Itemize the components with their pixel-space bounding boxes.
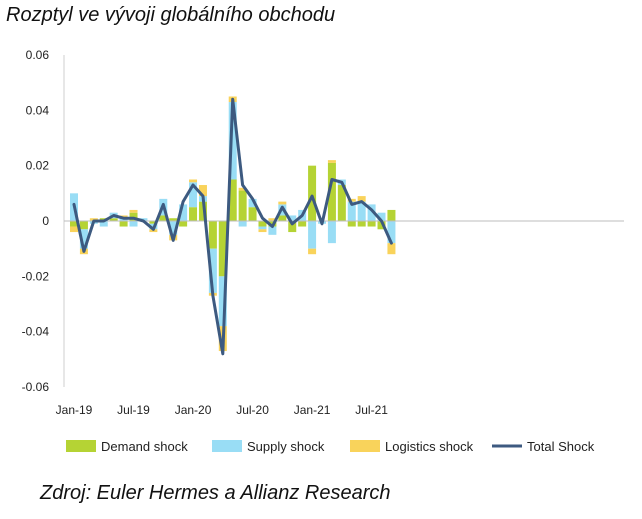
x-tick-label: Jan-19 [56,403,93,417]
bar-logistics-shock [278,201,287,205]
bar-demand-shock [288,221,297,233]
y-tick-label: 0 [42,214,49,228]
bar-supply-shock [377,212,386,221]
x-tick-label: Jan-21 [294,403,331,417]
bar-demand-shock [327,162,336,221]
bar-supply-shock [248,198,257,208]
x-tick-label: Jul-20 [236,403,269,417]
bar-demand-shock [218,221,227,277]
y-tick-label: 0.06 [26,48,50,62]
bar-demand-shock [387,209,396,221]
x-tick-label: Jul-19 [117,403,150,417]
y-tick-label: -0.04 [22,325,50,339]
bar-logistics-shock [387,243,396,255]
bar-demand-shock [149,221,158,224]
bar-supply-shock [228,102,237,180]
bar-logistics-shock [198,185,207,197]
bar-demand-shock [159,215,168,221]
bar-demand-shock [119,221,128,227]
y-tick-label: -0.02 [22,269,50,283]
bar-demand-shock [109,218,118,221]
bar-logistics-shock [129,209,138,213]
y-tick-label: -0.06 [22,380,50,394]
bar-demand-shock [377,221,386,230]
bar-logistics-shock [308,248,317,255]
bar-demand-shock [70,221,78,227]
chart-title: Rozptyl ve vývoji globálního obchodu [6,4,336,26]
bar-supply-shock [79,229,88,249]
bar-demand-shock [367,221,376,227]
bar-supply-shock [218,276,227,327]
bar-demand-shock [298,221,307,227]
bar-supply-shock [347,201,356,221]
total-shock-line [72,97,393,356]
legend: Demand shock Supply shock Logistics shock T… [66,439,595,454]
legend-label: Supply shock [247,439,325,454]
bar-supply-shock [327,221,336,244]
bar-supply-shock [179,204,188,221]
total-shock-path [72,97,393,356]
bar-logistics-shock [347,198,356,202]
bar-logistics-shock [327,160,336,163]
bar-demand-shock [337,185,346,221]
bar-logistics-shock [258,229,267,233]
x-tick-label: Jan-20 [175,403,212,417]
bar-demand-shock [179,221,188,227]
bar-demand-shock [79,221,88,230]
legend-swatch [212,440,242,452]
bar-supply-shock [208,248,217,293]
bar-supply-shock [129,221,138,227]
legend-label: Demand shock [101,439,188,454]
bar-demand-shock [278,215,287,221]
bar-demand-shock [248,207,257,221]
y-axis: 0.06 0.04 0.02 0 -0.02 -0.04 -0.06 [22,48,65,394]
legend-swatch [66,440,96,452]
bar-supply-shock [99,221,108,227]
bar-supply-shock [387,221,396,244]
bar-demand-shock [228,179,237,221]
bar-demand-shock [357,221,366,227]
bar-supply-shock [268,226,277,235]
bar-demand-shock [169,218,178,221]
bar-supply-shock [189,182,198,208]
bar-logistics-shock [189,179,198,183]
bar-demand-shock [308,165,317,221]
bar-logistics-shock [70,226,78,233]
bar-logistics-shock [268,218,277,221]
bar-supply-shock [357,201,366,221]
bar-supply-shock [288,215,297,221]
bar-logistics-shock [357,196,366,202]
bar-supply-shock [258,226,267,230]
bar-supply-shock [308,221,317,249]
x-tick-label: Jul-21 [355,403,388,417]
bar-supply-shock [367,204,376,221]
bar-supply-shock [169,221,178,235]
legend-label: Total Shock [527,439,595,454]
legend-swatch [350,440,380,452]
bar-supply-shock [238,221,247,227]
y-tick-label: 0.02 [26,159,50,173]
bar-demand-shock [347,221,356,227]
bar-demand-shock [198,201,207,221]
legend-label: Logistics shock [385,439,474,454]
source-note: Zdroj: Euler Hermes a Allianz Research [40,482,391,504]
bar-demand-shock [189,207,198,221]
bar-logistics-shock [238,187,247,191]
bar-demand-shock [238,190,247,221]
x-axis: Jan-19 Jul-19 Jan-20 Jul-20 Jan-21 Jul-21 [56,403,389,417]
bar-demand-shock [258,221,267,227]
y-tick-label: 0.04 [26,103,50,117]
bar-demand-shock [208,221,217,249]
